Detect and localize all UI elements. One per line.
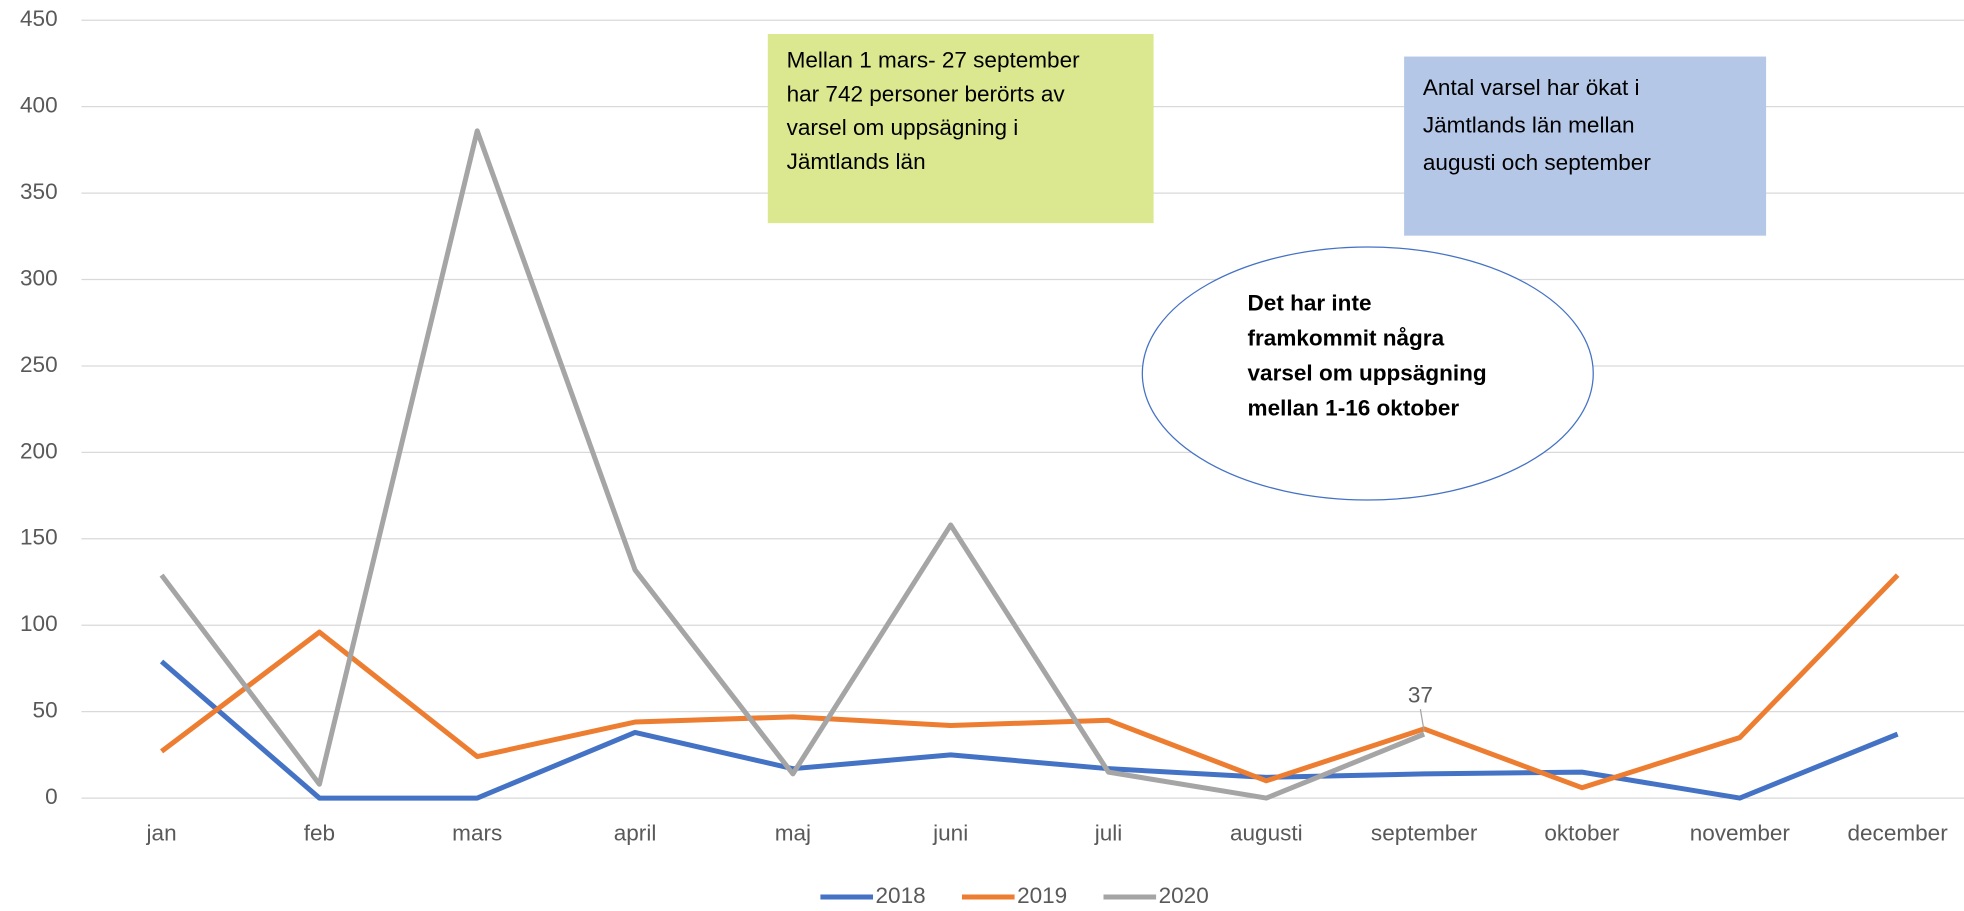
legend-label: 2020 (1159, 883, 1209, 908)
x-tick-label: september (1371, 820, 1478, 845)
annotation-text: Jämtlands län (787, 149, 926, 174)
x-tick-label: maj (775, 820, 811, 845)
annotation-box (767, 34, 1154, 224)
annotation-text: Antal varsel har ökat i (1423, 75, 1640, 100)
x-tick-label: oktober (1544, 820, 1620, 845)
annotation-text: varsel om uppsägning i (787, 115, 1019, 140)
legend-label: 2018 (876, 883, 926, 908)
y-tick-label: 400 (20, 93, 58, 118)
x-tick-label: december (1848, 820, 1949, 845)
y-tick-label: 50 (33, 698, 58, 723)
legend-label: 2019 (1017, 883, 1067, 908)
x-tick-label: mars (452, 820, 502, 845)
y-tick-label: 100 (20, 611, 58, 636)
x-tick-label: april (614, 820, 657, 845)
y-tick-label: 200 (20, 438, 58, 463)
y-tick-label: 150 (20, 525, 58, 550)
x-tick-label: juli (1094, 820, 1123, 845)
annotation-text: mellan 1-16 oktober (1248, 396, 1460, 421)
annotation-box (1404, 56, 1767, 236)
x-tick-label: november (1690, 820, 1791, 845)
annotation-ellipse (1141, 246, 1594, 501)
annotation-text: Jämtlands län mellan (1423, 113, 1635, 138)
annotation-text: framkommit några (1248, 326, 1445, 351)
x-tick-label: augusti (1230, 820, 1303, 845)
lines (159, 128, 1900, 801)
annotation-text: har 742 personer berörts av (787, 81, 1066, 106)
annotation-text: Mellan 1 mars- 27 september (787, 48, 1081, 73)
y-tick-label: 0 (45, 784, 58, 809)
x-tick-label: feb (304, 820, 335, 845)
y-tick-label: 450 (20, 6, 58, 31)
series-line (159, 659, 1899, 801)
y-tick-label: 300 (20, 265, 58, 290)
annotation-text: Det har inte (1248, 291, 1372, 316)
annotation-text: varsel om uppsägning (1248, 361, 1487, 386)
data-label-leader (1419, 709, 1425, 732)
x-tick-label: jan (146, 820, 177, 845)
data-label: 37 (1408, 683, 1433, 708)
series-line (159, 128, 1426, 801)
y-tick-label: 250 (20, 352, 58, 377)
x-tick-label: juni (932, 820, 968, 845)
annotation-text: augusti och september (1423, 150, 1651, 175)
y-tick-label: 350 (20, 179, 58, 204)
series-line (160, 573, 1900, 791)
